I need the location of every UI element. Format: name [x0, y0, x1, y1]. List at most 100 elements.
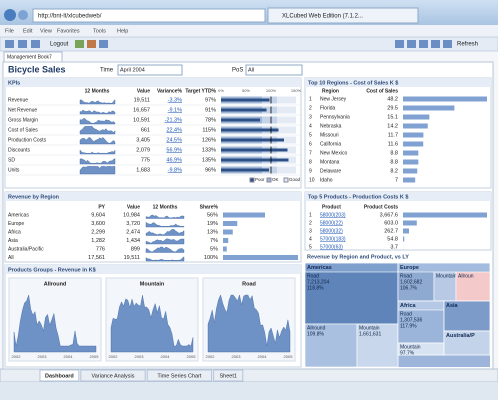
- variance[interactable]: 24.5%: [166, 137, 182, 143]
- sheet-tab[interactable]: [39, 369, 80, 382]
- variance[interactable]: -9.8%: [168, 167, 182, 173]
- bullet-bar: [221, 118, 260, 122]
- filter-value[interactable]: April 2004: [120, 67, 145, 73]
- cell-label: Road: [400, 311, 412, 317]
- column-header: Cost of Sales: [366, 88, 398, 94]
- value: 262.7: [384, 228, 398, 234]
- variance[interactable]: -21.3%: [165, 117, 183, 123]
- panel-header: [5, 192, 301, 201]
- panel-header: [305, 78, 491, 87]
- variance[interactable]: -3.3%: [168, 97, 182, 103]
- cell-change: 109.8%: [307, 331, 325, 337]
- sheet-tab-label[interactable]: Variance Analysis: [91, 373, 134, 379]
- sheet-tab-label[interactable]: Time Series Chart: [157, 373, 202, 379]
- tab-title[interactable]: XLCubed Web Edition (7.1.2...: [282, 14, 363, 20]
- value: 48.2: [387, 96, 398, 102]
- band-ok: [262, 166, 278, 174]
- rank: 2: [309, 220, 312, 226]
- logout-button[interactable]: Logout: [50, 42, 69, 48]
- toolbar-icon[interactable]: [99, 40, 108, 48]
- treemap-cell[interactable]: [304, 323, 358, 368]
- treemap-cell[interactable]: [397, 309, 445, 344]
- bar: [403, 220, 417, 226]
- row-label: SD: [8, 157, 15, 163]
- sparkline: [79, 126, 116, 135]
- product-link[interactable]: 57000(63): [320, 244, 343, 250]
- band-good: [277, 106, 296, 114]
- band-good: [277, 96, 296, 104]
- variance[interactable]: 22.4%: [166, 127, 182, 133]
- band-good: [277, 166, 296, 174]
- panel-header: [5, 78, 301, 87]
- legend-swatch: [266, 177, 272, 183]
- toolbar-icon[interactable]: [5, 40, 14, 48]
- treemap-region[interactable]: [443, 300, 491, 332]
- treemap-cell[interactable]: [455, 271, 491, 302]
- toolbar-icon[interactable]: [31, 40, 40, 48]
- browser-tab[interactable]: [267, 7, 419, 24]
- sparkline: [79, 136, 116, 145]
- menu-item[interactable]: File: [5, 28, 14, 34]
- toolbar-icon[interactable]: [431, 40, 440, 48]
- product-link[interactable]: 58000(32): [320, 228, 343, 234]
- menu-item[interactable]: Edit: [23, 28, 33, 34]
- product-link[interactable]: 57000(183): [320, 236, 346, 242]
- cell-change: 117.9%: [400, 323, 417, 329]
- bar: [403, 96, 487, 102]
- treemap-region[interactable]: [443, 330, 491, 356]
- value: 8.8: [390, 159, 398, 165]
- variance[interactable]: 46.9%: [166, 157, 182, 163]
- document-tab-label[interactable]: Management Book7: [7, 54, 52, 60]
- menu-item[interactable]: Favorites: [57, 28, 80, 34]
- bar: [403, 228, 410, 234]
- toolbar-icon[interactable]: [75, 40, 84, 48]
- forward-button[interactable]: [18, 10, 28, 20]
- row-label: Production Costs: [8, 137, 47, 143]
- sheet-tab[interactable]: [146, 369, 213, 382]
- toolbar-icon[interactable]: [395, 40, 404, 48]
- product-link[interactable]: 58000(203): [320, 212, 346, 218]
- toolbar-icon[interactable]: [407, 40, 416, 48]
- scale-label: 150%: [291, 88, 302, 93]
- row-label: Australia/Pacific: [8, 246, 44, 252]
- bar: [403, 236, 405, 242]
- url[interactable]: http://bnt-lt/xlcubedweb/: [38, 14, 102, 20]
- rank: 3: [309, 114, 312, 120]
- share: 13%: [207, 229, 218, 235]
- treemap-cell[interactable]: [356, 323, 399, 368]
- sheet-tab[interactable]: [213, 369, 244, 382]
- back-button[interactable]: [4, 9, 16, 21]
- product-link[interactable]: 58000(22): [320, 220, 343, 226]
- panel-title: KPIs: [8, 80, 20, 86]
- bar: [223, 246, 227, 252]
- variance[interactable]: -9.1%: [168, 107, 182, 113]
- sheet-tab-label[interactable]: Dashboard: [45, 373, 74, 379]
- menu-item[interactable]: Help: [117, 28, 128, 34]
- scale-label: 0%: [218, 88, 224, 93]
- cell-label: Allround: [307, 325, 326, 331]
- bullet-bar: [221, 168, 269, 172]
- toolbar-icon[interactable]: [87, 40, 96, 48]
- toolbar-icon[interactable]: [443, 40, 452, 48]
- sparkline: [79, 149, 116, 155]
- variance[interactable]: 56.9%: [166, 147, 182, 153]
- x-tick-label: 2005: [187, 354, 197, 359]
- filter-value[interactable]: All: [248, 67, 254, 73]
- bar: [403, 114, 430, 120]
- menu-item[interactable]: View: [40, 28, 52, 34]
- time-select[interactable]: [117, 64, 183, 76]
- target: 133%: [202, 147, 216, 153]
- address-bar[interactable]: [32, 8, 266, 23]
- refresh-button[interactable]: Refresh: [457, 42, 478, 48]
- toolbar-icon[interactable]: [419, 40, 428, 48]
- sheet-tab-label[interactable]: Sheet1: [219, 373, 236, 379]
- menu-item[interactable]: Tools: [93, 28, 106, 34]
- sheet-tab[interactable]: [80, 369, 146, 382]
- treemap-cell[interactable]: [304, 271, 399, 325]
- toolbar: [0, 36, 498, 52]
- sparkline: [79, 109, 116, 115]
- toolbar-icon[interactable]: [18, 40, 27, 48]
- pos-select[interactable]: [245, 64, 303, 76]
- bullet-bar: [221, 148, 288, 152]
